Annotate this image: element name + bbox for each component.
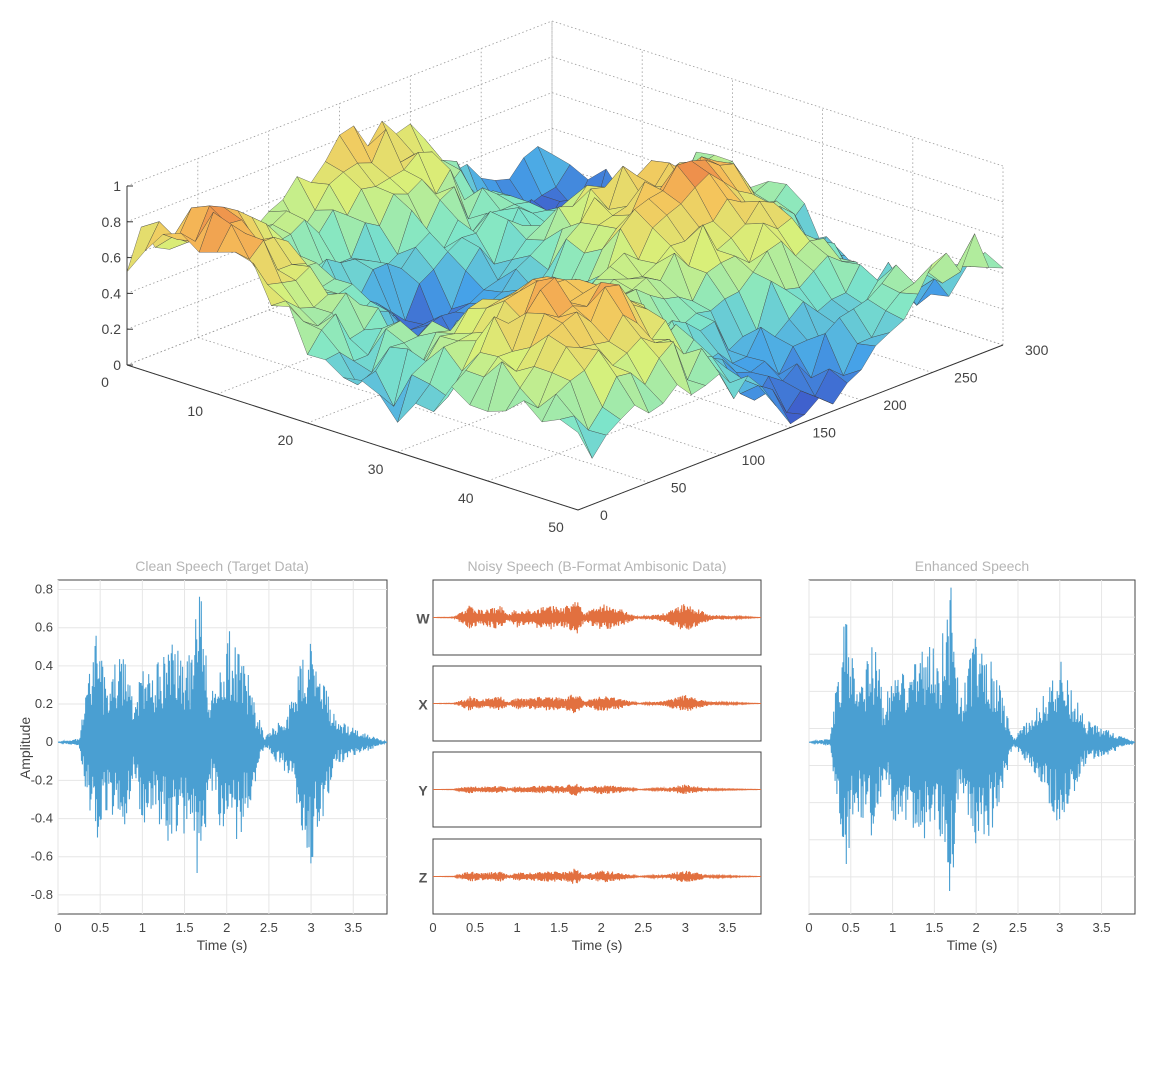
y-tick-label: -0.6 [31,849,53,864]
x-tick-label: 3.5 [344,920,362,935]
surface-y-tick-label: 150 [813,425,837,441]
enhanced-speech-waveform [809,587,1135,892]
y-tick-label: 0.6 [35,620,53,635]
x-tick-label: 0.5 [91,920,109,935]
y-tick-label: 0.8 [35,582,53,597]
surface-plot: 00.20.40.60.8101020304050050100150200250… [101,20,1049,535]
noisy-speech-xlabel: Time (s) [572,937,623,953]
x-tick-label: 3 [1056,920,1063,935]
x-tick-label: 1.5 [175,920,193,935]
surface-x-tick-label: 30 [368,461,384,477]
surface-y-tick-label: 250 [954,370,978,386]
clean-speech-title: Clean Speech (Target Data) [135,558,309,574]
channel-waveform [433,602,761,634]
x-tick-label: 3 [682,920,689,935]
x-tick-label: 3.5 [1093,920,1111,935]
x-tick-label: 3.5 [718,920,736,935]
x-tick-label: 1.5 [925,920,943,935]
y-tick-label: 0 [46,734,53,749]
surface-x-tick-label: 0 [101,374,109,390]
surface-grid-line [268,131,720,456]
clean-speech-xlabel: Time (s) [197,937,248,953]
surface-grid-line [126,20,1004,187]
surface-x-tick-label: 40 [458,490,474,506]
surface-z-tick-label: 0.6 [102,250,122,266]
y-tick-label: -0.4 [31,811,53,826]
enhanced-speech-panel: Enhanced Speech Time (s) 0 0.5 1 1.5 2 2.5 3 3.… [805,558,1136,953]
x-tick-label: 1 [513,920,520,935]
clean-speech-ylabel: Amplitude [17,717,33,779]
x-tick-label: 0.5 [842,920,860,935]
x-tick-label: 0 [429,920,436,935]
channel-label: X [418,697,428,713]
surface-y-tick-label: 200 [883,397,907,413]
surface-x-axis [126,364,579,511]
surface-grid-line [551,21,1004,346]
surface-y-tick-label: 300 [1025,342,1049,358]
x-tick-label: 2.5 [634,920,652,935]
y-tick-label: -0.2 [31,772,53,787]
x-tick-label: 2 [223,920,230,935]
channel-waveform [433,783,761,796]
x-tick-label: 1 [889,920,896,935]
enhanced-speech-title: Enhanced Speech [915,558,1029,574]
clean-speech-panel: Clean Speech (Target Data) Amplitude Tim… [17,558,388,953]
channel-label: Z [419,870,428,886]
y-tick-label: 0.4 [35,658,53,673]
enhanced-speech-xlabel: Time (s) [947,937,998,953]
surface-patch [559,415,593,459]
surface-x-tick-label: 10 [187,403,203,419]
x-tick-label: 2 [973,920,980,935]
surface-z-tick-label: 0.4 [102,285,122,301]
x-tick-label: 2 [598,920,605,935]
surface-z-tick-label: 0.2 [102,321,122,337]
y-tick-label: -0.8 [31,887,53,902]
channel-waveform [433,694,761,714]
surface-x-tick-label: 50 [548,519,564,535]
surface-x-tick-label: 20 [278,432,294,448]
x-tick-label: 0 [805,920,812,935]
surface-z-tick-label: 0 [113,357,121,373]
noisy-speech-panel: Noisy Speech (B-Format Ambisonic Data) T… [416,558,762,953]
x-tick-label: 2.5 [260,920,278,935]
x-tick-label: 0 [54,920,61,935]
channel-waveform [433,868,761,884]
clean-speech-waveform [57,596,388,874]
x-tick-label: 1.5 [550,920,568,935]
x-tick-label: 0.5 [466,920,484,935]
surface-y-axis [577,344,1004,511]
channel-label: W [416,611,430,627]
channel-label: Y [418,783,428,799]
noisy-speech-title: Noisy Speech (B-Format Ambisonic Data) [467,558,726,574]
x-tick-label: 3 [307,920,314,935]
surface-grid-line [480,48,933,373]
x-tick-label: 2.5 [1009,920,1027,935]
surface-mesh [126,120,1004,459]
y-tick-label: 0.2 [35,696,53,711]
surface-z-tick-label: 1 [113,178,121,194]
surface-y-tick-label: 50 [671,480,687,496]
surface-y-tick-label: 0 [600,507,608,523]
x-tick-label: 1 [139,920,146,935]
surface-y-tick-label: 100 [742,452,766,468]
surface-z-tick-label: 0.8 [102,214,122,230]
